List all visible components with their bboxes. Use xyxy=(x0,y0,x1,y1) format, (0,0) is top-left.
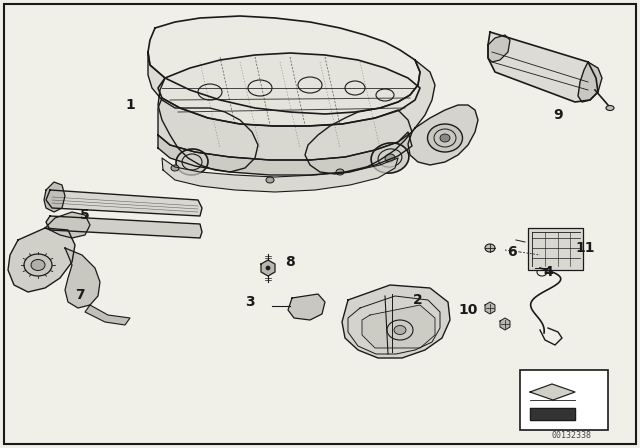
Polygon shape xyxy=(45,212,90,238)
Ellipse shape xyxy=(31,259,45,271)
Ellipse shape xyxy=(385,154,395,162)
Polygon shape xyxy=(342,285,450,358)
Polygon shape xyxy=(530,384,575,400)
Ellipse shape xyxy=(371,143,409,173)
Text: 9: 9 xyxy=(553,108,563,122)
Text: 00132338: 00132338 xyxy=(552,431,592,439)
Ellipse shape xyxy=(336,169,344,175)
Text: 1: 1 xyxy=(125,98,135,112)
Polygon shape xyxy=(46,190,202,216)
Polygon shape xyxy=(408,105,478,165)
Polygon shape xyxy=(305,60,435,174)
Polygon shape xyxy=(85,305,130,325)
Ellipse shape xyxy=(24,254,52,276)
Polygon shape xyxy=(8,228,75,292)
Polygon shape xyxy=(148,16,420,114)
Text: 7: 7 xyxy=(75,288,85,302)
Polygon shape xyxy=(485,302,495,314)
Bar xyxy=(528,228,583,270)
Polygon shape xyxy=(162,158,398,192)
Text: 2: 2 xyxy=(413,293,423,307)
Text: 10: 10 xyxy=(458,303,477,317)
Text: 3: 3 xyxy=(245,295,255,309)
Text: 4: 4 xyxy=(543,265,553,279)
Polygon shape xyxy=(158,53,420,126)
Ellipse shape xyxy=(440,134,450,142)
Ellipse shape xyxy=(171,165,179,171)
Polygon shape xyxy=(488,35,510,62)
Ellipse shape xyxy=(606,105,614,111)
Text: 8: 8 xyxy=(285,255,295,269)
Bar xyxy=(520,370,608,430)
Ellipse shape xyxy=(266,177,274,183)
Polygon shape xyxy=(500,318,510,330)
Polygon shape xyxy=(148,52,258,172)
Ellipse shape xyxy=(428,124,463,152)
Text: 6: 6 xyxy=(507,245,517,259)
Polygon shape xyxy=(44,182,65,212)
Polygon shape xyxy=(362,305,435,348)
Polygon shape xyxy=(158,98,412,160)
Ellipse shape xyxy=(266,266,270,270)
Ellipse shape xyxy=(485,244,495,252)
Polygon shape xyxy=(65,248,100,308)
Text: 11: 11 xyxy=(575,241,595,255)
Polygon shape xyxy=(578,62,602,102)
Ellipse shape xyxy=(394,326,406,335)
Polygon shape xyxy=(46,216,202,238)
Polygon shape xyxy=(530,408,575,420)
Text: 5: 5 xyxy=(80,208,90,222)
Polygon shape xyxy=(158,132,412,175)
Polygon shape xyxy=(261,260,275,276)
Ellipse shape xyxy=(176,149,208,175)
Polygon shape xyxy=(488,32,598,102)
Polygon shape xyxy=(288,294,325,320)
